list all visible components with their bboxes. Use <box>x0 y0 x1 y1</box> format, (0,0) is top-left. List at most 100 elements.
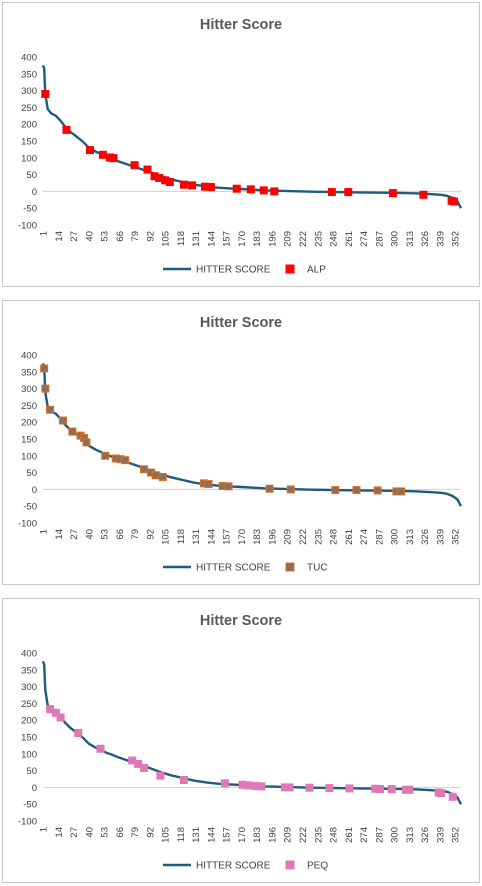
x-tick-label: 157 <box>222 529 233 545</box>
x-tick-label: 1 <box>39 827 50 832</box>
x-tick-label: 183 <box>252 827 263 843</box>
y-tick-label: 0 <box>32 783 37 794</box>
y-tick-label: 200 <box>21 716 37 727</box>
legend-marker-swatch <box>285 860 295 870</box>
y-tick-label: 300 <box>21 384 37 395</box>
y-tick-label: 400 <box>21 351 37 362</box>
data-point-tuc <box>265 484 274 493</box>
x-tick-label: 66 <box>115 529 126 540</box>
x-tick-label: 118 <box>176 231 187 246</box>
x-tick-label: 1 <box>39 529 50 534</box>
chart-tuc: Hitter Score 400 350 300 250 200 150 100 50 0 -50 -… <box>18 315 463 574</box>
data-point-peq <box>74 728 83 737</box>
data-point-alp <box>98 150 107 159</box>
legend-marker-swatch <box>285 562 295 572</box>
data-point-tuc <box>224 482 233 491</box>
x-tick-label: 144 <box>206 529 217 545</box>
x-tick-label: 157 <box>222 827 233 843</box>
chart-title: Hitter Score <box>200 315 282 331</box>
hitter-score-line <box>41 363 463 507</box>
x-tick-label: 339 <box>435 827 446 843</box>
data-point-alp <box>270 187 279 196</box>
data-point-alp <box>259 186 268 195</box>
chart-alp: Hitter Score 400 350 300 250 200 150 100 50 0 -50 -… <box>18 17 463 276</box>
legend-label-hitter-score: HITTER SCORE <box>196 563 271 574</box>
x-tick-label: 222 <box>298 231 309 247</box>
chart-title: Hitter Score <box>200 17 282 33</box>
data-point-tuc <box>82 438 91 447</box>
data-point-tuc <box>204 480 213 489</box>
x-tick-label: 27 <box>69 827 80 838</box>
x-tick-label: 53 <box>100 529 111 540</box>
x-tick-label: 209 <box>283 529 294 545</box>
data-point-alp <box>344 188 353 197</box>
legend-label-tuc: TUC <box>307 563 328 574</box>
x-tick-label: 261 <box>344 231 355 247</box>
y-tick-label: -100 <box>18 817 37 828</box>
y-tick-label: 300 <box>21 682 37 693</box>
chart-title: Hitter Score <box>200 613 282 629</box>
data-point-peq <box>387 785 396 794</box>
legend-marker-swatch <box>285 264 295 274</box>
x-tick-label: 287 <box>374 231 385 247</box>
y-tick-label: 0 <box>32 485 37 496</box>
x-tick-label: 105 <box>161 529 172 545</box>
x-tick-label: 261 <box>344 529 355 545</box>
data-point-peq <box>345 784 354 793</box>
y-tick-label: 250 <box>21 699 37 710</box>
x-tick-label: 326 <box>420 827 431 843</box>
y-tick-label: 350 <box>21 665 37 676</box>
y-tick-label: -100 <box>18 519 37 530</box>
chart-peq: Hitter Score 400 350 300 250 200 150 100 50 0 -50 -… <box>18 613 463 872</box>
y-tick-label: 150 <box>21 733 37 744</box>
y-tick-label: 50 <box>26 468 37 479</box>
x-tick-label: 66 <box>115 231 126 242</box>
x-tick-label: 92 <box>145 231 156 242</box>
x-tick-label: 235 <box>313 529 324 545</box>
x-tick-label: 183 <box>252 231 263 247</box>
data-point-alp <box>246 185 255 194</box>
x-tick-label: 79 <box>130 231 141 242</box>
data-point-peq <box>96 744 105 753</box>
x-tick-label: 261 <box>344 827 355 843</box>
data-point-alp <box>419 190 428 199</box>
data-point-peq <box>156 771 165 780</box>
x-tick-label: 40 <box>84 529 95 540</box>
x-tick-label: 170 <box>237 529 248 545</box>
x-tick-label: 144 <box>206 827 217 843</box>
x-tick-label: 287 <box>374 827 385 843</box>
data-point-tuc <box>40 364 49 373</box>
x-tick-label: 222 <box>298 827 309 843</box>
x-tick-label: 40 <box>84 231 95 242</box>
data-point-peq <box>305 783 314 792</box>
y-tick-label: 250 <box>21 103 37 114</box>
x-tick-label: 313 <box>405 827 416 843</box>
x-tick-label: 313 <box>405 231 416 247</box>
x-tick-label: 326 <box>420 231 431 247</box>
data-point-peq <box>448 792 457 801</box>
data-point-tuc <box>331 486 340 495</box>
x-tick-label: 131 <box>191 231 202 247</box>
x-tick-label: 79 <box>130 827 141 838</box>
data-point-tuc <box>121 456 130 465</box>
x-tick-label: 40 <box>84 827 95 838</box>
y-tick-label: 200 <box>21 120 37 131</box>
y-tick-label: 0 <box>32 187 37 198</box>
y-tick-label: 150 <box>21 435 37 446</box>
data-point-alp <box>179 180 188 189</box>
x-tick-label: 118 <box>176 827 187 842</box>
legend-label-alp: ALP <box>307 265 326 276</box>
legend-label-hitter-score: HITTER SCORE <box>196 861 271 872</box>
data-point-tuc <box>373 486 382 495</box>
y-tick-label: 200 <box>21 418 37 429</box>
x-tick-label: 14 <box>54 529 65 540</box>
y-tick-label: 400 <box>21 649 37 660</box>
y-tick-label: 350 <box>21 69 37 80</box>
x-tick-label: 196 <box>267 529 278 545</box>
data-point-alp <box>130 161 139 170</box>
y-tick-label: 50 <box>26 766 37 777</box>
data-point-tuc <box>139 465 148 474</box>
data-point-tuc <box>151 471 160 480</box>
y-tick-label: 400 <box>21 53 37 64</box>
x-tick-label: 313 <box>405 529 416 545</box>
